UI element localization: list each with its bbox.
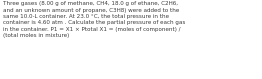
Text: Three gases (8.00 g of methane, CH4, 18.0 g of ethane, C2H6,
and an unknown amou: Three gases (8.00 g of methane, CH4, 18.…	[3, 1, 185, 38]
